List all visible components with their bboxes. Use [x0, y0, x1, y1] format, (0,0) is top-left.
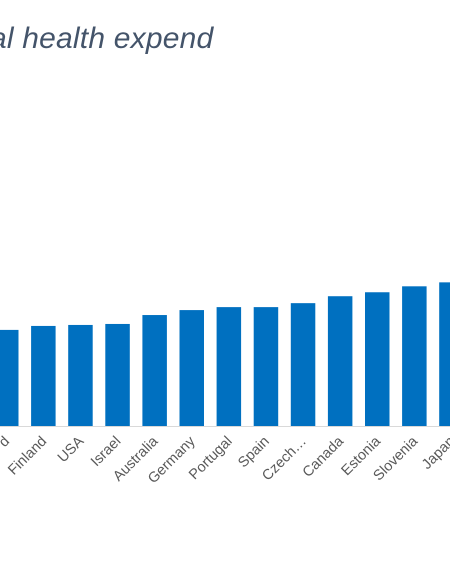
bar-czech: [290, 303, 316, 426]
bar-usa: [68, 324, 93, 426]
x-tick-label: Japan: [419, 434, 450, 473]
chart-title: enditures in total health expend: [0, 22, 214, 55]
bar-canada: [327, 296, 353, 426]
x-tick-label: USA: [55, 433, 88, 466]
bar-spain: [253, 307, 279, 426]
x-tick-label: Finland: [5, 434, 50, 479]
bar-germany: [179, 310, 204, 426]
bar-d: [0, 329, 19, 426]
bar-portugal: [216, 307, 242, 426]
bar-finland: [31, 325, 56, 426]
bar-group: [0, 282, 450, 426]
x-tick-label: d: [0, 434, 13, 451]
bar-israel: [105, 323, 130, 426]
bar-australia: [142, 315, 167, 426]
x-tick-label: Canada: [300, 433, 348, 481]
bar-japan: [439, 282, 450, 426]
bar-slovenia: [402, 286, 427, 426]
bar-estonia: [365, 292, 390, 426]
